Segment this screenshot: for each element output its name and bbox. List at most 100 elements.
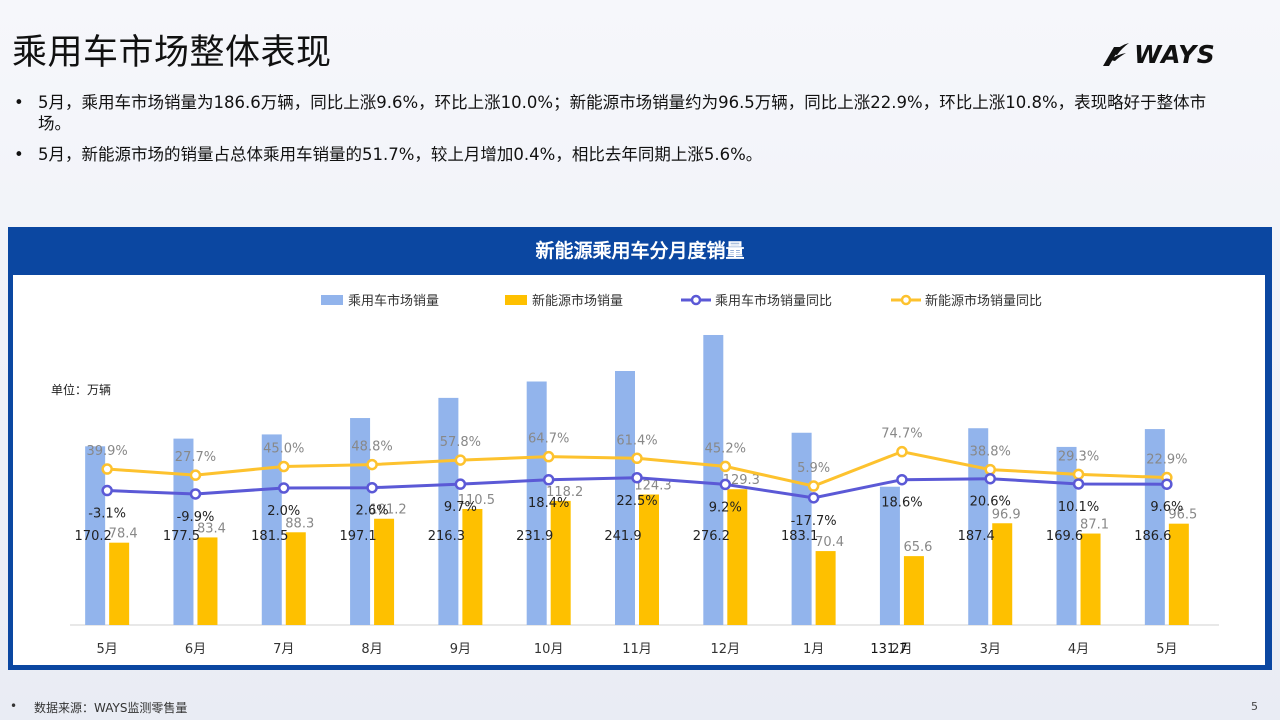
- nev-yoy-label: 45.0%: [263, 442, 304, 457]
- bar-nev-sales: [109, 542, 130, 625]
- legend-label-0: 乘用车市场销量: [348, 293, 439, 309]
- x-tick-label: 10月: [534, 642, 564, 657]
- x-tick-label: 1月: [803, 642, 824, 657]
- total-yoy-marker: [278, 482, 290, 494]
- total-yoy-label: 10.1%: [1058, 500, 1099, 515]
- nev-sales-label: 70.4: [815, 535, 844, 550]
- total-yoy-marker: [896, 473, 908, 486]
- bullet-marker: •: [14, 93, 24, 112]
- nev-sales-label: 83.4: [197, 521, 226, 536]
- total-yoy-label: 18.6%: [881, 496, 922, 511]
- legend-marker-3: [900, 294, 912, 306]
- chart-title: 新能源乘用车分月度销量: [535, 240, 745, 262]
- bar-nev-sales: [285, 532, 306, 625]
- x-tick-label: 9月: [450, 642, 471, 657]
- bar-total-sales: [526, 381, 547, 625]
- bar-nev-sales: [197, 537, 218, 625]
- total-yoy-marker: [719, 478, 732, 491]
- bar-total-sales: [615, 371, 635, 625]
- overlap-data-label: 131.7: [870, 642, 907, 657]
- bar-nev-sales: [462, 508, 483, 625]
- nev-yoy-label: 57.8%: [440, 435, 481, 450]
- total-sales-label: 276.2: [693, 529, 730, 544]
- x-tick-label: 12月: [711, 642, 741, 657]
- total-yoy-marker: [984, 472, 996, 485]
- legend-swatch-0: [321, 295, 343, 305]
- bullet-text: 5月，新能源市场的销量占总体乘用车销量的51.7%，较上月增加0.4%，相比去年…: [38, 145, 763, 164]
- nev-yoy-label: 38.8%: [970, 445, 1011, 460]
- footer-source: 数据来源：WAYS监测零售量: [34, 701, 188, 715]
- x-tick-label: 8月: [361, 642, 382, 657]
- nev-yoy-label: 22.9%: [1146, 453, 1187, 468]
- total-yoy-label: 20.6%: [970, 495, 1011, 510]
- bullet-marker: •: [14, 145, 24, 164]
- nev-yoy-marker: [1072, 468, 1085, 481]
- bar-total-sales: [350, 418, 371, 625]
- footer-bullet: •: [10, 699, 18, 713]
- x-tick-label: 2月: [891, 642, 912, 657]
- x-tick-label: 7月: [273, 642, 294, 657]
- total-yoy-label: 9.6%: [1150, 500, 1183, 515]
- bar-total-sales: [85, 446, 106, 625]
- bar-total-sales: [438, 397, 459, 625]
- nev-yoy-marker: [631, 452, 643, 465]
- summary-bullets: • 5月，乘用车市场销量为186.6万辆，同比上涨9.6%，环比上涨10.0%；…: [10, 92, 1230, 175]
- bar-total-sales: [1056, 446, 1077, 625]
- total-sales-label: 197.1: [339, 529, 376, 544]
- bar-nev-sales: [727, 489, 748, 625]
- nev-yoy-marker: [984, 463, 996, 476]
- nev-yoy-marker: [719, 460, 732, 473]
- total-yoy-marker: [454, 478, 467, 490]
- nev-yoy-marker: [542, 450, 555, 463]
- nev-yoy-label: 61.4%: [616, 433, 657, 448]
- nev-sales-label: 88.3: [285, 516, 314, 531]
- nev-yoy-label: 29.3%: [1058, 449, 1099, 464]
- x-tick-label: 4月: [1068, 642, 1089, 657]
- chart-svg: 乘用车市场销量 新能源市场销量 乘用车市场销量同比 新能源市场销量同比 5月 6月 7月 8月…: [70, 293, 1219, 657]
- total-sales-label: 231.9: [516, 529, 553, 544]
- nev-yoy-marker: [454, 454, 467, 466]
- bar-nev-sales: [903, 556, 924, 625]
- nev-sales-label: 87.1: [1080, 518, 1109, 533]
- total-yoy-marker: [631, 472, 643, 484]
- nev-yoy-label: 27.7%: [175, 450, 216, 465]
- legend-swatch-1: [505, 295, 527, 305]
- nev-yoy-marker: [101, 463, 113, 475]
- nev-yoy-marker: [896, 445, 908, 458]
- total-sales-label: 177.5: [163, 529, 200, 544]
- legend-marker-2: [690, 294, 702, 306]
- total-sales-label: 170.2: [75, 529, 112, 544]
- chart-area: 单位：万辆 乘用车市场销量 新能源市场销量 乘用车市场销量同比 新能源市场销量同比 5月…: [13, 275, 1265, 665]
- nev-sales-label: 78.4: [109, 527, 138, 542]
- bar-total-sales: [879, 486, 900, 625]
- nev-sales-label: 96.9: [992, 507, 1021, 522]
- total-yoy-marker: [1161, 478, 1173, 490]
- nev-sales-label: 110.5: [458, 493, 495, 508]
- bar-total-sales: [173, 438, 194, 625]
- total-yoy-label: -17.7%: [791, 514, 837, 529]
- nev-yoy-marker: [366, 458, 378, 471]
- total-yoy-label: 22.5%: [616, 494, 657, 509]
- bar-nev-sales: [639, 494, 659, 625]
- bar-nev-sales: [1080, 533, 1101, 625]
- x-tick-label: 3月: [980, 642, 1001, 657]
- nev-sales-label: 96.5: [1168, 508, 1197, 523]
- bar-total-sales: [703, 334, 724, 625]
- total-yoy-label: 2.0%: [267, 504, 300, 519]
- nev-yoy-label: 74.7%: [881, 427, 922, 442]
- x-tick-label: 11月: [622, 642, 652, 657]
- nev-yoy-marker: [189, 469, 202, 481]
- unit-label: 单位：万辆: [51, 383, 112, 397]
- legend-label-1: 新能源市场销量: [532, 293, 623, 309]
- x-tick-label: 5月: [97, 642, 118, 657]
- nev-yoy-marker: [807, 480, 820, 492]
- page-title: 乘用车市场整体表现: [12, 33, 332, 73]
- legend-label-3: 新能源市场销量同比: [925, 293, 1042, 309]
- total-yoy-marker: [101, 484, 113, 497]
- nev-sales-label: 118.2: [546, 485, 583, 500]
- total-sales-label: 181.5: [251, 529, 288, 544]
- chart-panel: 新能源乘用车分月度销量 单位：万辆 乘用车市场销量 新能源市场销量 乘用车市场销量同…: [8, 227, 1272, 670]
- x-tick-label: 6月: [185, 642, 206, 657]
- total-yoy-marker: [366, 481, 378, 494]
- nev-yoy-label: 48.8%: [351, 440, 392, 455]
